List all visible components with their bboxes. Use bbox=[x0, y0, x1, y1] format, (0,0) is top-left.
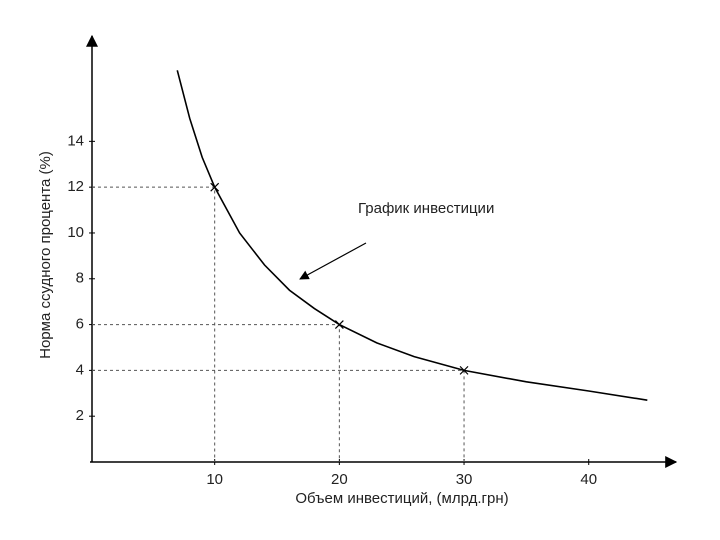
y-axis-label: Норма ссудного процента (%) bbox=[37, 151, 54, 359]
y-tick-label: 12 bbox=[67, 178, 84, 195]
curve bbox=[176, 70, 648, 401]
x-tick-label: 10 bbox=[206, 471, 223, 488]
x-tick-label: 30 bbox=[456, 471, 473, 488]
y-tick-label: 8 bbox=[76, 270, 84, 287]
y-tick-label: 2 bbox=[76, 407, 84, 424]
y-tick-label: 14 bbox=[67, 132, 84, 149]
point-marker bbox=[334, 320, 344, 330]
x-axis-label: Объем инвестиций, (млрд.грн) bbox=[295, 490, 508, 507]
y-tick-label: 6 bbox=[76, 316, 84, 333]
guide-line bbox=[92, 324, 340, 462]
y-tick-label: 4 bbox=[76, 361, 84, 378]
x-tick-label: 20 bbox=[331, 471, 348, 488]
annotation: График инвестиции bbox=[358, 200, 494, 217]
point-marker bbox=[210, 182, 220, 192]
annotation-arrow bbox=[299, 242, 367, 280]
y-tick-label: 10 bbox=[67, 224, 84, 241]
point-marker bbox=[459, 365, 469, 375]
guide-line bbox=[92, 369, 465, 462]
x-tick-label: 40 bbox=[580, 471, 597, 488]
